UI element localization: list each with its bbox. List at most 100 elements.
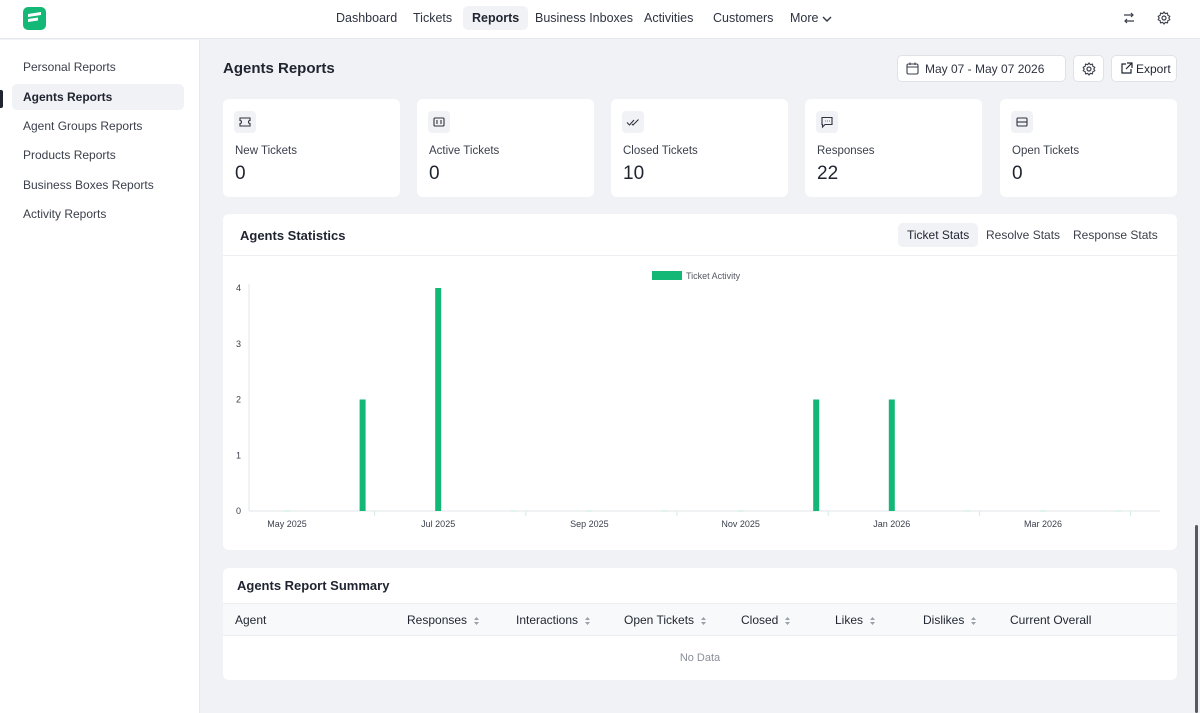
nav-more-label: More — [790, 11, 819, 25]
nav-activities[interactable]: Activities — [644, 11, 694, 25]
sidebar-item-business-boxes-reports[interactable]: Business Boxes Reports — [23, 178, 154, 192]
card-label: Open Tickets — [1012, 145, 1080, 157]
column-label: Open Tickets — [624, 613, 695, 627]
sort-icon — [585, 616, 591, 625]
nav-tickets[interactable]: Tickets — [413, 11, 453, 25]
column-interactions[interactable]: Interactions — [516, 613, 591, 627]
sort-icon — [785, 616, 791, 625]
nav-more[interactable]: More — [781, 6, 841, 30]
sort-icon — [971, 616, 977, 625]
sort-icon — [870, 616, 876, 625]
stat-card-new-tickets: New Tickets 0 — [223, 99, 400, 197]
logo-icon — [28, 12, 41, 22]
double-check-icon — [622, 111, 644, 133]
chart-bar — [435, 288, 442, 511]
column-label: Current Overall — [1010, 613, 1092, 627]
active-ticket-icon — [428, 111, 450, 133]
agents-report-summary: Agents Report Summary Agent Responses In… — [223, 568, 1177, 680]
column-closed[interactable]: Closed — [741, 613, 791, 627]
sort-icon — [701, 616, 707, 625]
sort-icon — [474, 616, 480, 625]
export-button[interactable]: Export — [1111, 55, 1177, 82]
nav-reports[interactable]: Reports — [463, 6, 529, 30]
page-title: Agents Reports — [223, 60, 335, 77]
summary-table-header: Agent Responses Interactions Open Ticket… — [223, 603, 1177, 636]
date-range-value: May 07 - May 07 2026 — [925, 62, 1045, 76]
x-tick-label: Sep 2025 — [570, 519, 609, 529]
legend-label: Ticket Activity — [686, 271, 741, 281]
date-range-picker[interactable]: May 07 - May 07 2026 — [897, 55, 1066, 82]
reports-sidebar: Personal Reports Agents Reports Agent Gr… — [0, 40, 200, 713]
main-nav: Dashboard Tickets Reports Business Inbox… — [0, 0, 1200, 39]
sidebar-item-personal-reports[interactable]: Personal Reports — [23, 60, 116, 74]
x-tick-label: Jan 2026 — [873, 519, 910, 529]
legend-swatch — [652, 271, 682, 280]
column-label: Likes — [835, 613, 864, 627]
y-tick-label: 0 — [236, 506, 241, 516]
x-tick-label: Nov 2025 — [721, 519, 760, 529]
stat-card-open-tickets: Open Tickets 0 — [1000, 99, 1177, 197]
sidebar-item-agent-groups-reports[interactable]: Agent Groups Reports — [23, 119, 143, 133]
x-tick-label: May 2025 — [267, 519, 307, 529]
x-tick-label: Jul 2025 — [421, 519, 455, 529]
column-responses[interactable]: Responses — [407, 613, 480, 627]
ticket-icon — [234, 111, 256, 133]
column-label: Agent — [235, 613, 267, 627]
card-label: Active Tickets — [429, 145, 500, 157]
nav-business-inboxes[interactable]: Business Inboxes — [535, 11, 633, 25]
card-value: 22 — [817, 163, 839, 184]
chevron-down-icon — [822, 16, 832, 22]
column-label: Responses — [407, 613, 468, 627]
sidebar-item-agents-reports[interactable]: Agents Reports — [12, 84, 184, 110]
y-tick-label: 3 — [236, 339, 241, 349]
card-label: Responses — [817, 145, 875, 157]
column-open-tickets[interactable]: Open Tickets — [624, 613, 707, 627]
report-settings-button[interactable] — [1073, 55, 1104, 82]
ticket-activity-chart: 0 1 2 3 4 May 2025 Jul 2025 Sep 2025 Nov 2025 Jan… — [236, 271, 1160, 529]
no-data-message: No Data — [679, 652, 721, 664]
tab-response-stats[interactable]: Response Stats — [1073, 228, 1158, 242]
sidebar-item-activity-reports[interactable]: Activity Reports — [23, 207, 107, 221]
calendar-icon — [906, 62, 919, 75]
stat-card-closed-tickets: Closed Tickets 10 — [611, 99, 788, 197]
card-value: 0 — [1012, 163, 1023, 184]
agents-statistics-panel: Agents Statistics Ticket Stats Resolve S… — [223, 214, 1177, 550]
column-likes[interactable]: Likes — [835, 613, 876, 627]
summary-title: Agents Report Summary — [237, 578, 390, 593]
y-tick-label: 1 — [236, 450, 241, 460]
stat-card-responses: Responses 22 — [805, 99, 982, 197]
message-icon — [816, 111, 838, 133]
card-label: Closed Tickets — [623, 145, 698, 157]
x-tick-label: Mar 2026 — [1024, 519, 1062, 529]
column-label: Dislikes — [923, 613, 965, 627]
card-value: 10 — [623, 163, 645, 184]
nav-dashboard[interactable]: Dashboard — [336, 11, 398, 25]
y-tick-label: 4 — [236, 283, 241, 293]
top-navigation-bar: Dashboard Tickets Reports Business Inbox… — [0, 0, 1200, 39]
column-agent: Agent — [235, 613, 266, 627]
export-label: Export — [1136, 62, 1171, 76]
y-tick-label: 2 — [236, 395, 241, 405]
card-value: 0 — [429, 163, 440, 184]
page-scrollbar[interactable] — [1195, 525, 1198, 713]
stats-header: Agents Statistics Ticket Stats Resolve S… — [223, 214, 1177, 256]
column-label: Interactions — [516, 613, 579, 627]
tab-ticket-stats[interactable]: Ticket Stats — [898, 223, 979, 247]
tab-resolve-stats[interactable]: Resolve Stats — [986, 228, 1061, 242]
active-item-indicator — [0, 90, 3, 108]
settings-gear-icon[interactable] — [1157, 11, 1171, 25]
app-logo[interactable] — [23, 7, 46, 30]
chart-bar — [888, 399, 895, 511]
column-label: Closed — [741, 613, 779, 627]
sidebar-item-products-reports[interactable]: Products Reports — [23, 148, 116, 162]
stat-card-active-tickets: Active Tickets 0 — [417, 99, 594, 197]
chart-bar — [813, 399, 820, 511]
switch-arrows-icon[interactable] — [1122, 11, 1136, 25]
open-ticket-icon — [1011, 111, 1033, 133]
column-dislikes[interactable]: Dislikes — [923, 613, 977, 627]
gear-icon — [1082, 62, 1096, 76]
nav-customers[interactable]: Customers — [713, 11, 774, 25]
card-value: 0 — [235, 163, 246, 184]
chart-bar — [359, 399, 366, 511]
stats-title: Agents Statistics — [240, 228, 346, 243]
